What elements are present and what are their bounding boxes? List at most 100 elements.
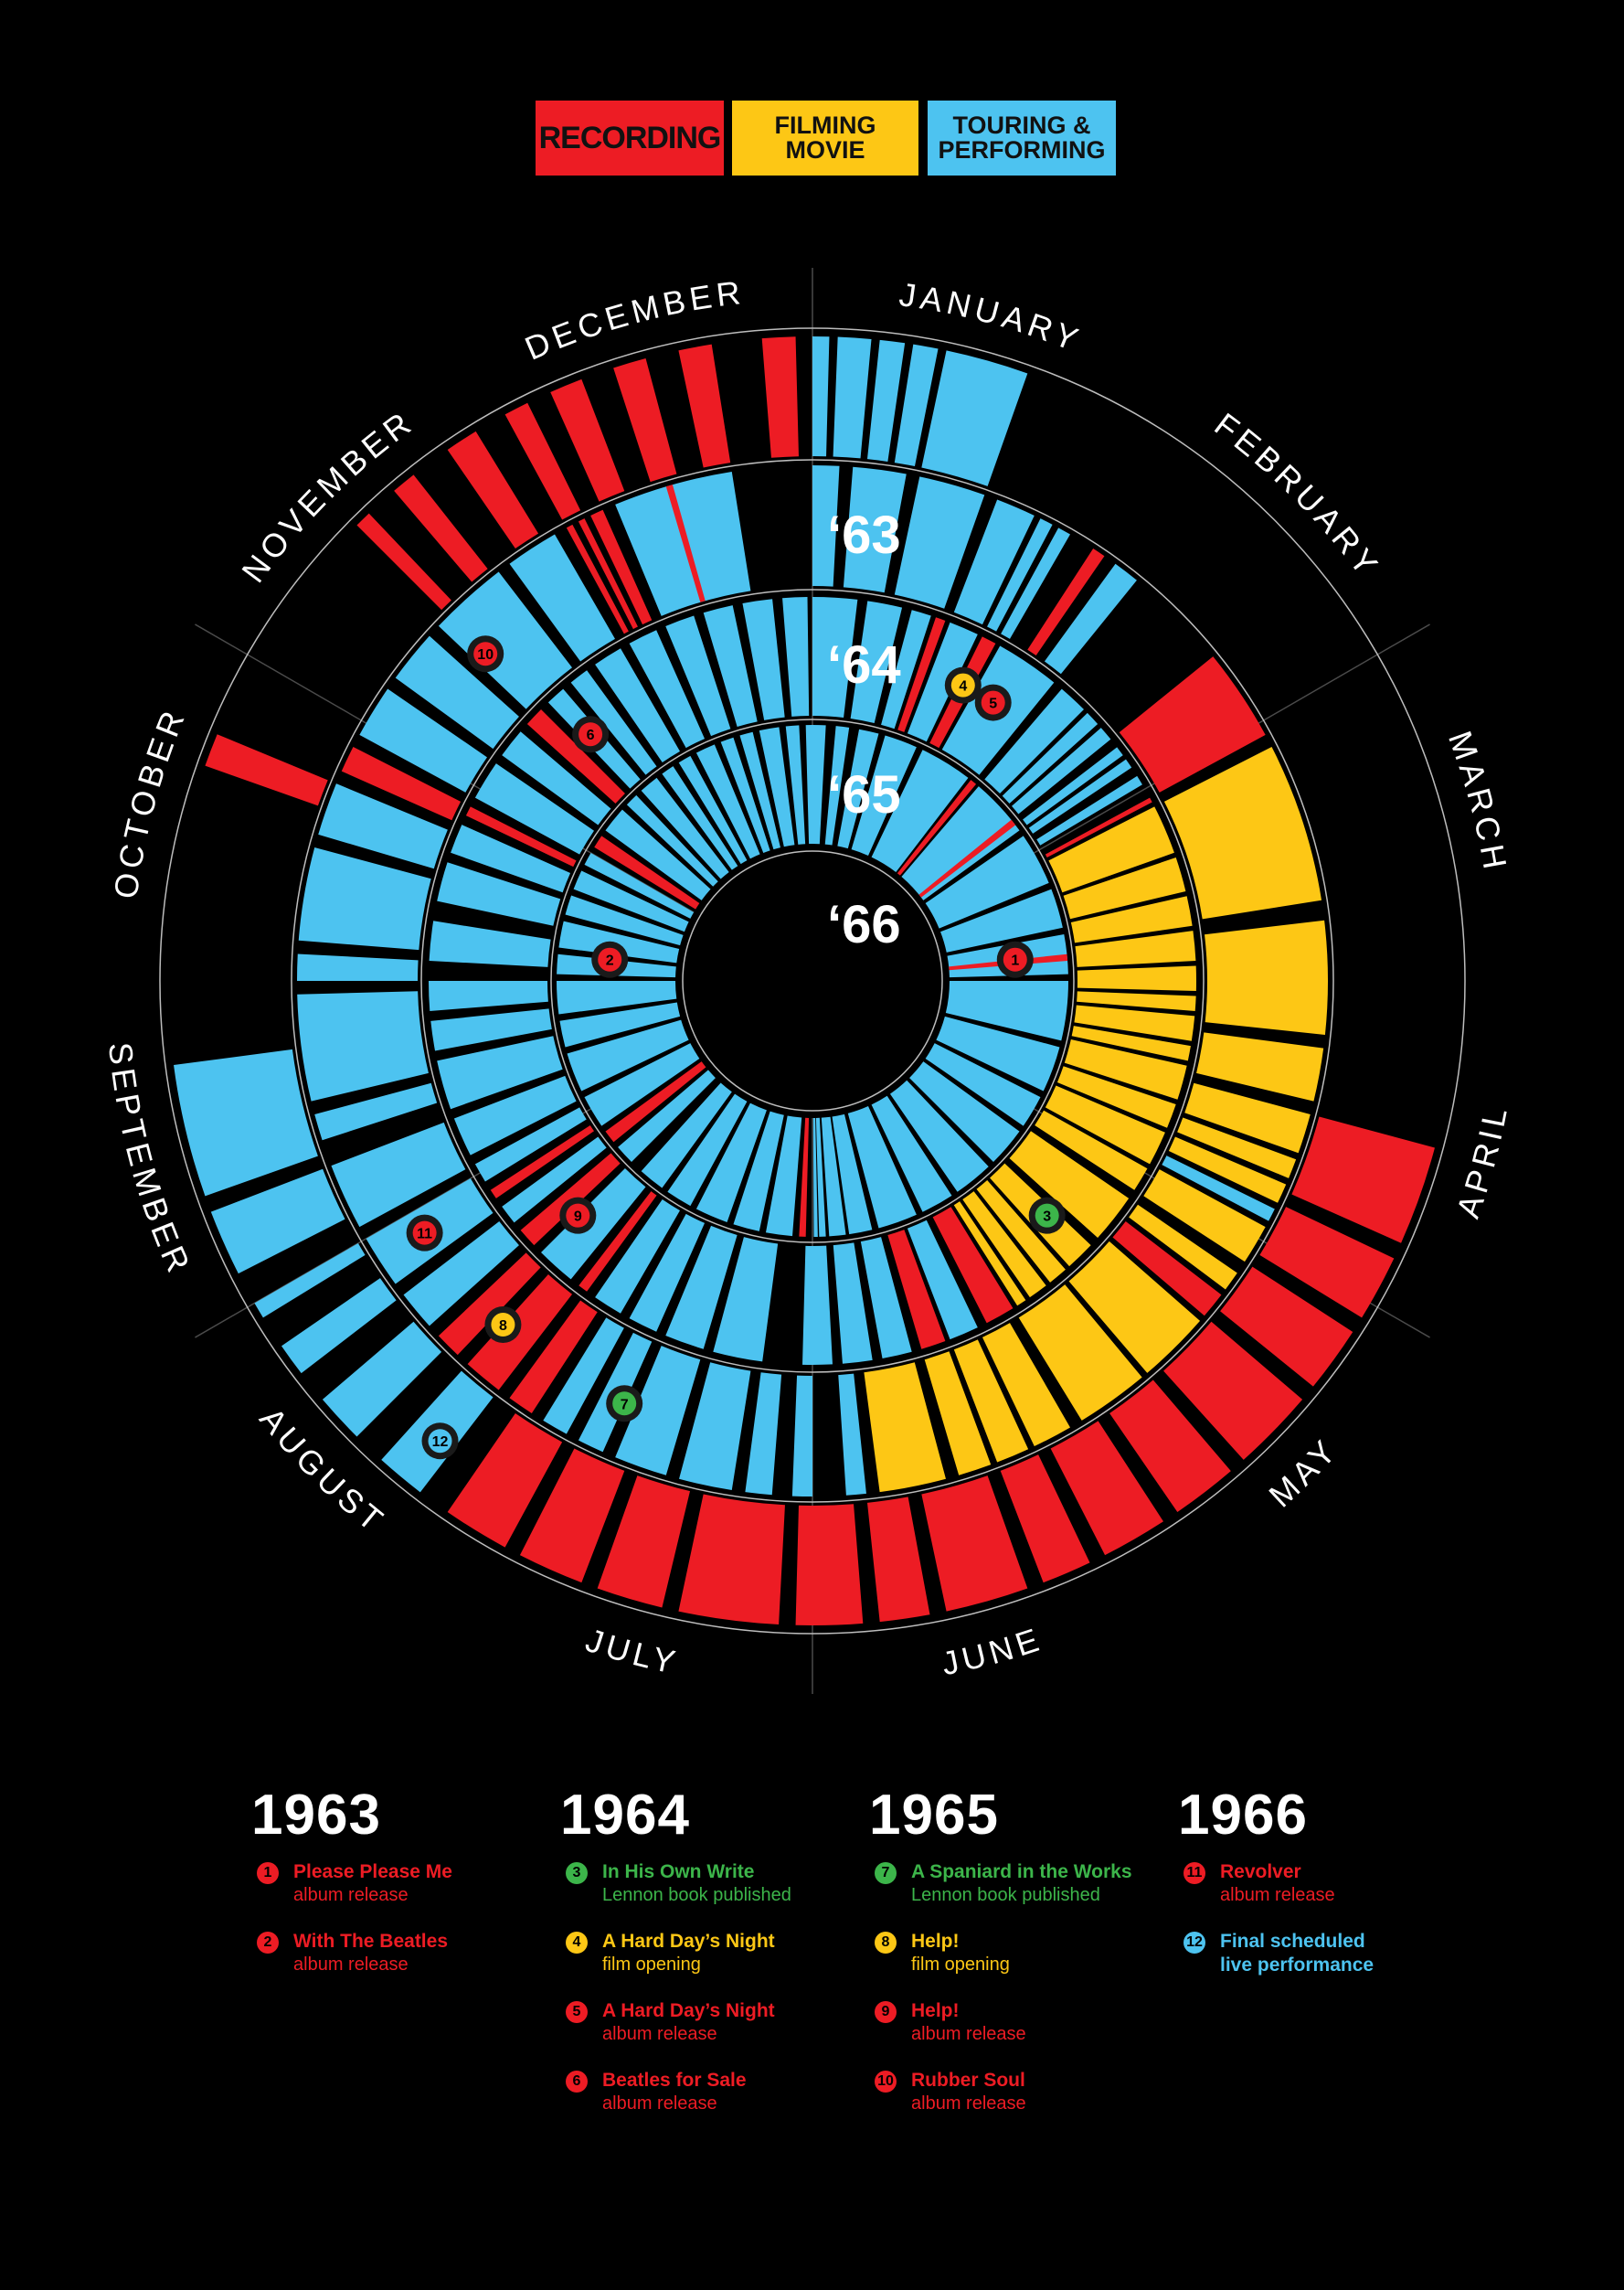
- event-marker: [598, 947, 622, 972]
- activity-segment: [887, 1230, 946, 1349]
- event-marker: [981, 690, 1005, 715]
- activity-segment: [447, 431, 539, 549]
- activity-segment: [1184, 1082, 1311, 1154]
- activity-segment: [1129, 1204, 1237, 1290]
- event-title: In His Own Write: [602, 1861, 755, 1882]
- activity-segment: [578, 518, 638, 630]
- activity-segment: [437, 862, 561, 926]
- column-year: 1965: [869, 1784, 999, 1847]
- activity-segment: [909, 1061, 1020, 1162]
- activity-segment: [570, 670, 657, 775]
- activity-segment: [578, 1191, 657, 1292]
- event-title: Revolver: [1220, 1861, 1301, 1882]
- activity-segment: [866, 339, 906, 462]
- activity-segment: [866, 1496, 930, 1623]
- activity-segment: [281, 1278, 397, 1374]
- activity-segment: [1068, 1241, 1201, 1373]
- month-label: JULY: [581, 1621, 683, 1682]
- activity-segment: [641, 1082, 732, 1188]
- activity-segment: [1027, 548, 1105, 655]
- activity-segment: [838, 1373, 866, 1496]
- activity-segment: [1000, 1454, 1090, 1583]
- activity-segment: [502, 1136, 607, 1223]
- event-title: A Spaniard in the Works: [911, 1861, 1132, 1882]
- activity-segment: [871, 750, 969, 872]
- activity-segment: [590, 509, 653, 625]
- activity-segment: [761, 336, 799, 458]
- event-subtitle: Lennon book published: [602, 1885, 791, 1905]
- activity-segment: [833, 336, 872, 459]
- activity-segment: [467, 1274, 573, 1390]
- activity-segment: [559, 1002, 681, 1048]
- activity-segment: [812, 597, 858, 719]
- event-title: Rubber Soul: [911, 2070, 1025, 2091]
- activity-segment: [1002, 712, 1099, 804]
- activity-segment: [799, 1117, 810, 1237]
- activity-segment: [438, 571, 573, 709]
- activity-segment: [174, 1049, 318, 1197]
- event-marker-number: 2: [606, 953, 614, 969]
- activity-segment: [678, 344, 731, 468]
- events-column-1965: 1965 7 A Spaniard in the Works Lennon book…: [869, 1787, 1171, 2138]
- activity-segment: [824, 726, 850, 846]
- activity-segment: [526, 709, 625, 804]
- activity-segment: [341, 746, 462, 821]
- event-subtitle: album release: [1220, 1885, 1335, 1905]
- activity-segment: [1050, 1421, 1163, 1556]
- activity-segment: [1035, 1110, 1148, 1190]
- column-year: 1963: [251, 1784, 381, 1847]
- activity-segment: [901, 786, 1020, 900]
- activity-segment: [595, 1198, 680, 1314]
- event-marker: [566, 1203, 590, 1228]
- activity-segment: [297, 991, 429, 1102]
- event-marker: [578, 722, 603, 747]
- activity-segment: [1044, 563, 1137, 675]
- activity-segment: [1063, 857, 1186, 920]
- activity-segment: [907, 622, 978, 742]
- event-number-badge: 5: [566, 2001, 588, 2023]
- activity-segment: [626, 794, 718, 887]
- activity-segment: [782, 597, 810, 717]
- activity-segment: [982, 1323, 1070, 1447]
- event-subtitle: album release: [911, 2093, 1026, 2114]
- event-title: A Hard Day’s Night: [602, 2000, 775, 2021]
- event-marker: [1035, 1203, 1059, 1228]
- activity-segment: [864, 1362, 946, 1493]
- activity-segment: [318, 783, 448, 869]
- activity-segment: [453, 1075, 577, 1156]
- activity-segment: [1048, 806, 1174, 893]
- event-subtitle: film opening: [911, 1954, 1010, 1975]
- activity-segment: [1077, 991, 1196, 1011]
- activity-segment: [438, 1252, 541, 1356]
- event-item: 12 Final scheduled live performance: [1178, 1930, 1480, 1979]
- activity-segment: [860, 1237, 912, 1358]
- activity-segment: [918, 819, 1016, 898]
- activity-segment: [940, 889, 1063, 953]
- activity-segment: [1205, 920, 1328, 1035]
- activity-segment: [925, 836, 1049, 929]
- activity-segment: [987, 518, 1053, 632]
- activity-segment: [573, 870, 689, 932]
- year-label: ‘65: [827, 765, 901, 825]
- activity-segment: [850, 601, 903, 724]
- activity-segment: [1028, 759, 1132, 834]
- activity-segment: [695, 1102, 767, 1222]
- activity-segment: [429, 921, 551, 967]
- activity-segment: [474, 1107, 587, 1182]
- activity-segment: [597, 1475, 691, 1608]
- event-subtitle: album release: [293, 1885, 409, 1905]
- year-ring-boundary: [291, 459, 1334, 1503]
- activity-segment: [984, 688, 1084, 794]
- year-ring-boundary: [159, 327, 1466, 1635]
- activity-segment: [881, 610, 931, 730]
- activity-segment: [1036, 775, 1142, 846]
- activity-segment: [745, 1372, 782, 1496]
- activity-segment: [833, 1242, 873, 1364]
- activity-segment: [976, 1180, 1066, 1283]
- activity-segment: [953, 499, 1035, 625]
- event-subtitle: film opening: [602, 1954, 701, 1975]
- event-marker-number: 4: [959, 679, 967, 695]
- activity-segment: [894, 344, 939, 467]
- legend-recording-label: RECORDING: [538, 121, 722, 155]
- activity-segment: [613, 358, 677, 483]
